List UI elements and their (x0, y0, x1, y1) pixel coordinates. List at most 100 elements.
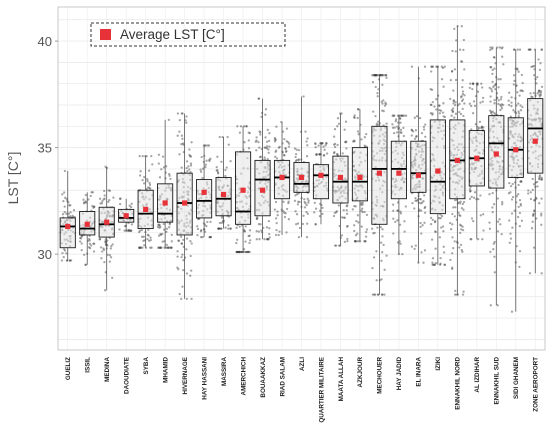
data-point (510, 310, 514, 313)
data-point (410, 65, 414, 68)
data-point (520, 73, 524, 77)
data-point (189, 274, 192, 277)
data-point (342, 208, 345, 212)
data-point (275, 221, 278, 225)
data-point (532, 183, 536, 186)
data-point (268, 236, 271, 239)
data-point (380, 74, 383, 77)
data-point (399, 121, 402, 124)
data-point (224, 168, 227, 172)
data-point (356, 108, 360, 111)
data-point (91, 204, 94, 208)
data-point (169, 246, 173, 249)
data-point (513, 209, 516, 212)
data-point (303, 200, 306, 204)
data-point (305, 210, 308, 214)
data-point (494, 87, 497, 91)
data-point (158, 176, 162, 179)
data-point (373, 293, 376, 296)
data-point (532, 246, 536, 249)
data-point (527, 189, 530, 192)
data-point (324, 144, 327, 147)
mean-marker (123, 213, 129, 219)
data-point (499, 103, 502, 107)
data-point (381, 74, 384, 77)
data-point (470, 217, 474, 220)
data-point (247, 131, 250, 134)
data-point (476, 90, 480, 93)
data-point (355, 219, 358, 223)
data-point (540, 48, 543, 51)
data-point (374, 74, 378, 77)
data-point (489, 46, 492, 49)
box-iqr (196, 179, 213, 219)
data-point (189, 164, 193, 167)
data-point (499, 78, 502, 81)
data-point (383, 293, 386, 296)
data-point (540, 272, 543, 275)
data-point (147, 239, 151, 242)
data-point (167, 246, 170, 249)
x-tick-label: ENNAKHIL SUD (494, 357, 501, 405)
data-point (479, 101, 482, 104)
data-point (325, 142, 328, 145)
data-point (170, 233, 173, 237)
data-point (470, 195, 473, 199)
data-point (535, 197, 538, 200)
data-point (63, 191, 66, 194)
data-point (375, 122, 378, 125)
data-point (432, 263, 435, 266)
data-point (263, 156, 266, 159)
data-point (402, 126, 405, 130)
data-point (278, 230, 281, 233)
data-point (491, 72, 494, 76)
data-point (130, 223, 134, 226)
data-point (400, 114, 403, 117)
data-point (157, 246, 161, 249)
data-point (322, 145, 325, 148)
data-point (493, 67, 496, 70)
y-tick-label: 40 (38, 34, 52, 49)
data-point (458, 48, 462, 51)
data-point (333, 211, 336, 215)
data-point (422, 128, 426, 131)
data-point (295, 158, 298, 162)
data-point (469, 189, 472, 193)
data-point (248, 250, 251, 254)
data-point (315, 153, 318, 156)
data-point (500, 103, 503, 106)
data-point (322, 154, 325, 157)
data-point (451, 212, 454, 216)
data-point (356, 116, 359, 120)
data-point (343, 128, 346, 131)
data-point (189, 155, 192, 158)
data-point (538, 68, 542, 72)
data-point (379, 74, 382, 77)
data-point (396, 219, 399, 222)
data-point (357, 221, 360, 224)
data-point (458, 102, 461, 106)
data-point (275, 149, 278, 152)
data-point (520, 89, 523, 92)
data-point (353, 116, 356, 119)
data-point (284, 147, 287, 150)
data-point (480, 82, 483, 85)
data-point (274, 200, 278, 204)
data-point (461, 107, 464, 111)
data-point (381, 74, 384, 77)
data-point (493, 255, 496, 258)
data-point (538, 175, 541, 178)
data-point (459, 231, 462, 235)
mean-marker (220, 191, 227, 198)
data-point (539, 91, 542, 95)
data-point (258, 155, 262, 159)
data-point (333, 145, 337, 149)
data-point (353, 116, 356, 120)
data-point (373, 74, 376, 77)
data-point (396, 209, 399, 212)
x-tick-label: QUARTIER MILITAIRE (318, 357, 325, 423)
data-point (507, 103, 511, 107)
data-point (393, 126, 396, 129)
y-axis-title: LST [C°] (5, 152, 21, 205)
data-point (266, 157, 269, 161)
